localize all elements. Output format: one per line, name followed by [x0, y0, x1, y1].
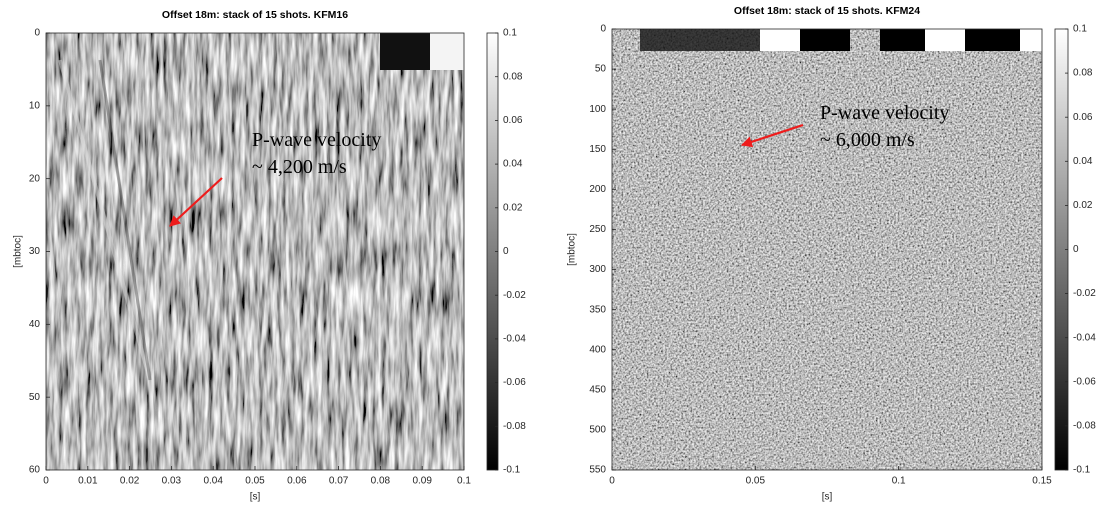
- y-tick-label: 40: [29, 319, 41, 330]
- annotation-text: P-wave velocity: [252, 129, 381, 151]
- heatmap-feature: [965, 29, 1020, 51]
- y-tick-label: 450: [589, 384, 606, 395]
- y-tick-label: 50: [29, 392, 41, 403]
- y-tick-label: 250: [589, 224, 606, 235]
- plot-frame: [611, 28, 1043, 471]
- x-tick-label: 0.06: [287, 476, 307, 487]
- heatmap-image: [612, 29, 1042, 470]
- x-tick-label: 0.08: [371, 476, 391, 487]
- y-tick-label: 400: [589, 344, 606, 355]
- heatmap-feature: [760, 29, 800, 51]
- heatmap-feature: [1020, 29, 1042, 51]
- heatmap-feature: [58, 59, 152, 381]
- x-tick-label: 0.04: [203, 476, 223, 487]
- x-tick-label: 0.07: [329, 476, 349, 487]
- x-tick-label: 0.15: [1032, 476, 1052, 487]
- colorbar-tick-label: -0.1: [503, 465, 521, 476]
- colorbar-tick-label: 0.1: [503, 28, 517, 39]
- annotation-text: P-wave velocity: [820, 102, 949, 124]
- y-tick-label: 300: [589, 264, 606, 275]
- annotation-arrow: [740, 123, 804, 148]
- x-tick-label: 0.01: [78, 476, 98, 487]
- chart-title: Offset 18m: stack of 15 shots. KFM24: [734, 5, 920, 17]
- colorbar-tick-label: 0.1: [1073, 24, 1087, 35]
- colorbar-tick-label: -0.08: [1073, 421, 1096, 432]
- x-tick-label: 0.02: [120, 476, 140, 487]
- y-tick-label: 550: [589, 465, 606, 476]
- x-tick-label: 0: [609, 476, 615, 487]
- y-tick-label: 500: [589, 425, 606, 436]
- annotation-arrow: [169, 177, 223, 227]
- y-tick-label: 200: [589, 184, 606, 195]
- y-tick-label: 0: [600, 24, 606, 35]
- heatmap-feature: [800, 29, 850, 51]
- colorbar-tick-label: -0.06: [503, 377, 526, 388]
- y-tick-label: 10: [29, 100, 41, 111]
- heatmap-feature: [925, 29, 965, 51]
- colorbar-tick-label: -0.06: [1073, 376, 1096, 387]
- y-tick-label: 0: [34, 28, 40, 39]
- colorbar-tick-label: 0.04: [503, 159, 523, 170]
- y-tick-label: 150: [589, 144, 606, 155]
- x-tick-label: 0.05: [245, 476, 265, 487]
- colorbar-tick-label: 0.04: [1073, 156, 1093, 167]
- colorbar-tick-label: 0.02: [503, 202, 523, 213]
- y-tick-label: 30: [29, 246, 41, 257]
- heatmap-feature: [98, 59, 152, 381]
- colorbar-tick-label: 0: [503, 246, 509, 257]
- y-tick-label: 350: [589, 304, 606, 315]
- chart-title: Offset 18m: stack of 15 shots. KFM16: [162, 9, 348, 21]
- annotation-text: ~ 4,200 m/s: [252, 156, 347, 178]
- x-tick-label: 0.03: [162, 476, 182, 487]
- heatmap-feature: [430, 33, 464, 70]
- heatmap-texture: [612, 29, 1042, 470]
- colorbar-tick-label: -0.02: [1073, 288, 1096, 299]
- y-axis-label: [mbtoc]: [13, 235, 24, 268]
- x-tick-label: 0.09: [412, 476, 432, 487]
- colorbar-tick-label: -0.04: [1073, 332, 1096, 343]
- colorbar-tick-label: 0.06: [1073, 112, 1093, 123]
- colorbar-tick-label: 0.06: [503, 115, 523, 126]
- heatmap-image: [46, 33, 464, 470]
- x-tick-label: 0.05: [746, 476, 766, 487]
- x-tick-label: 0.1: [892, 476, 906, 487]
- colorbar-tick-label: 0.02: [1073, 200, 1093, 211]
- y-tick-label: 20: [29, 173, 41, 184]
- colorbar-tick-label: 0.08: [1073, 68, 1093, 79]
- annotation-text: ~ 6,000 m/s: [820, 129, 915, 151]
- y-tick-label: 100: [589, 104, 606, 115]
- y-tick-label: 60: [29, 465, 41, 476]
- y-tick-label: 50: [595, 64, 607, 75]
- colorbar-tick-label: -0.1: [1073, 465, 1091, 476]
- colorbar-tick-label: 0: [1073, 244, 1079, 255]
- heatmap-feature: [380, 33, 430, 70]
- heatmap-feature: [880, 29, 925, 51]
- heatmap-texture: [46, 33, 464, 470]
- x-tick-label: 0: [43, 476, 49, 487]
- colorbar-tick-label: 0.08: [503, 71, 523, 82]
- heatmap-feature: [640, 29, 760, 51]
- y-axis-label: [mbtoc]: [567, 233, 578, 266]
- colorbar-tick-label: -0.02: [503, 290, 526, 301]
- colorbar-tick-label: -0.08: [503, 421, 526, 432]
- x-axis-label: [s]: [822, 492, 833, 503]
- x-tick-label: 0.1: [457, 476, 471, 487]
- x-axis-label: [s]: [250, 492, 261, 503]
- colorbar-tick-label: -0.04: [503, 334, 526, 345]
